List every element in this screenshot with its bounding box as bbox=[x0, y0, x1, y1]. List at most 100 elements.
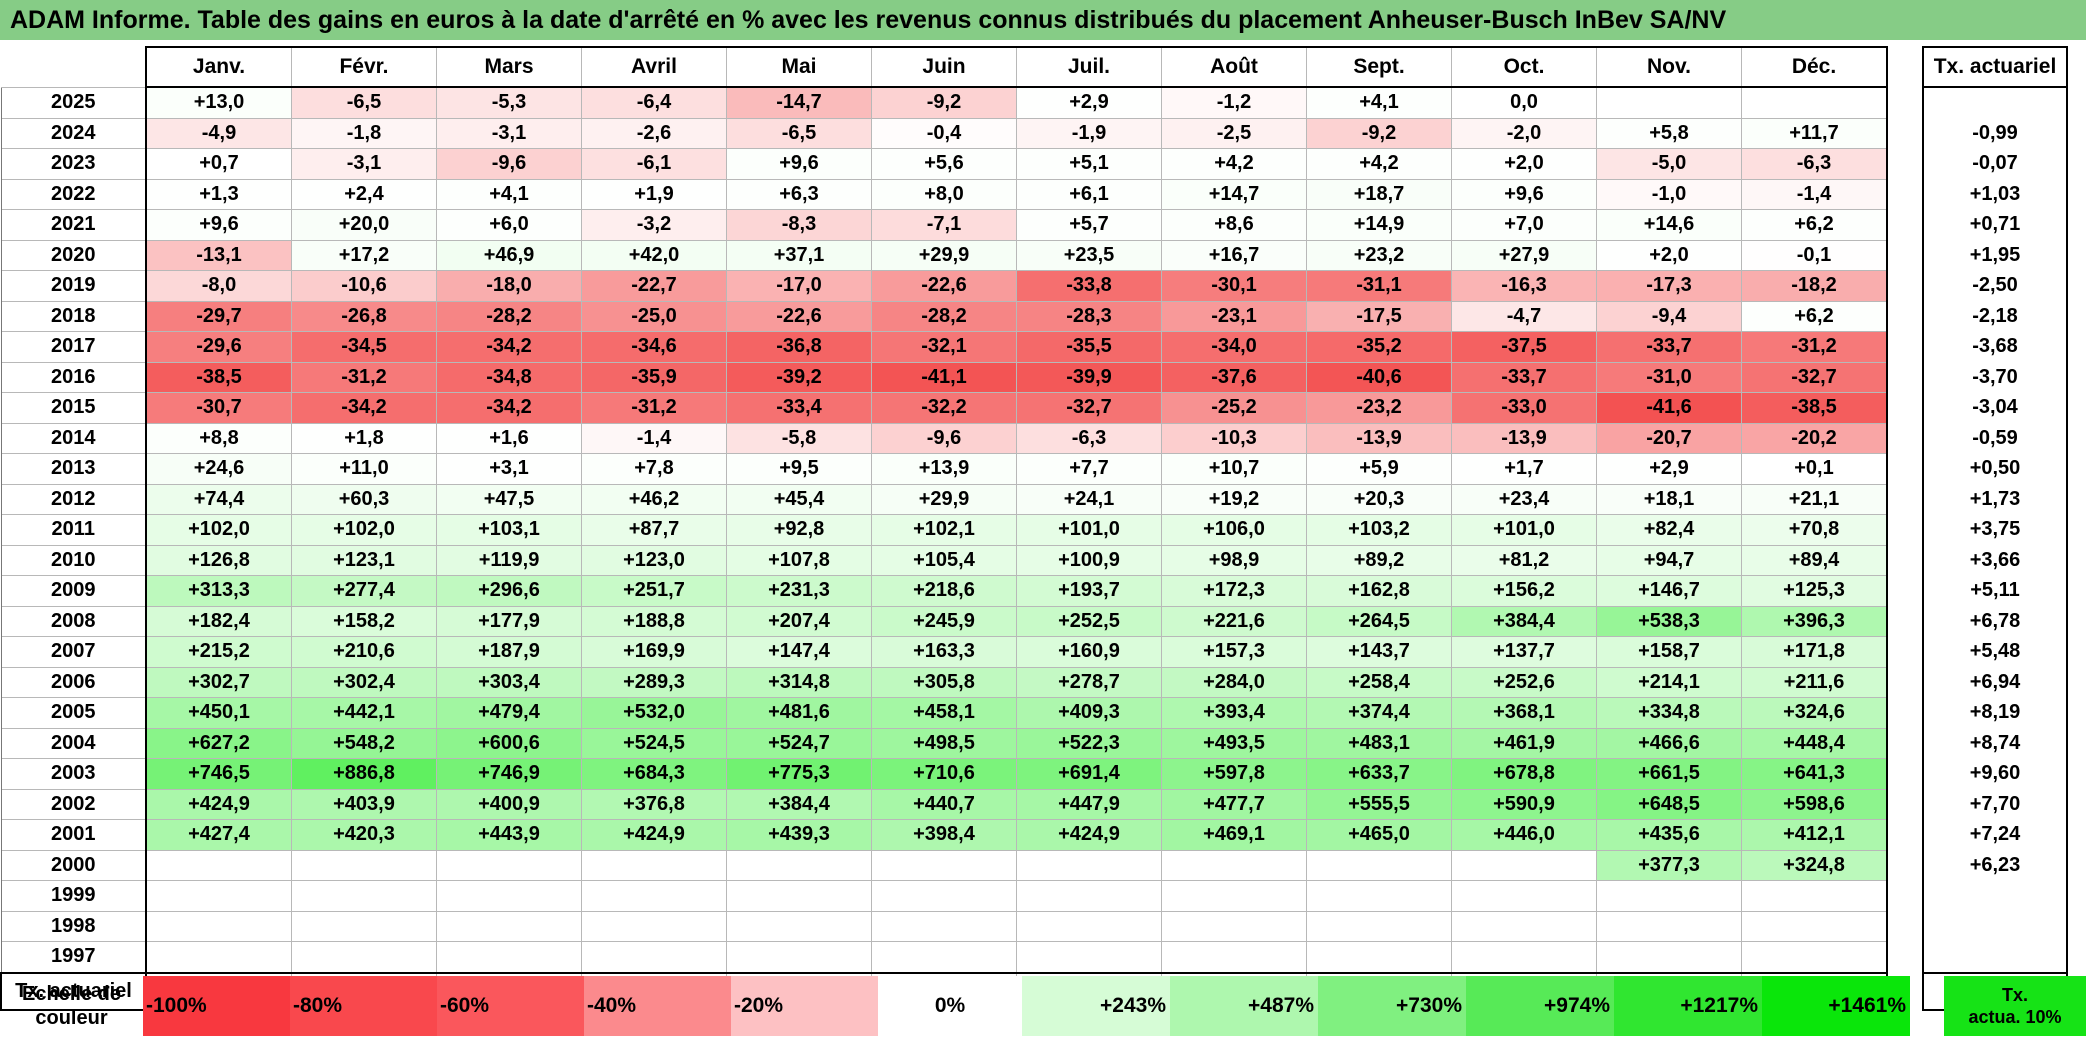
column-gap bbox=[1887, 454, 1923, 485]
value-cell: 0,0 bbox=[1451, 86, 1597, 118]
year-label: 2011 bbox=[0, 514, 146, 545]
value-cell bbox=[1161, 880, 1307, 911]
value-cell bbox=[871, 941, 1017, 973]
value-cell bbox=[1596, 910, 1742, 942]
value-cell: +289,3 bbox=[581, 666, 727, 698]
color-scale-label-line: couleur bbox=[35, 1007, 108, 1029]
table-row: 2015 -30,7 -34,2 -34,2 -31,2 -33,4 -32,2 -32,7-… bbox=[0, 392, 2068, 423]
value-cell bbox=[581, 880, 727, 911]
value-cell: -1,2 bbox=[1161, 86, 1307, 118]
value-cell: -2,0 bbox=[1451, 117, 1597, 149]
value-cell: +137,7 bbox=[1451, 636, 1597, 667]
value-cell: -32,2 bbox=[871, 392, 1017, 423]
value-cell: +9,5 bbox=[726, 453, 872, 484]
value-cell: +188,8 bbox=[581, 605, 727, 637]
value-cell: -2,6 bbox=[581, 117, 727, 149]
value-cell: -13,9 bbox=[1451, 422, 1597, 454]
value-cell: +466,6 bbox=[1596, 727, 1742, 759]
table-row: 1999 bbox=[0, 880, 2068, 912]
value-cell: +398,4 bbox=[871, 819, 1017, 850]
value-cell: +2,0 bbox=[1596, 239, 1742, 271]
value-cell: +46,9 bbox=[436, 239, 582, 271]
value-cell: -31,1 bbox=[1306, 270, 1452, 301]
tx-actuariel-cell: +8,19 bbox=[1922, 697, 2068, 728]
value-cell: -34,8 bbox=[436, 361, 582, 393]
year-label: 2021 bbox=[0, 209, 146, 240]
value-cell: -35,9 bbox=[581, 361, 727, 393]
table-row: 2018 -29,7 -26,8 -28,2 -25,0 -22,6 -28,2 -28,3-… bbox=[0, 300, 2068, 332]
tx-actuariel-cell: +3,66 bbox=[1922, 545, 2068, 576]
value-cell: -6,5 bbox=[291, 86, 437, 118]
value-cell: -35,2 bbox=[1306, 331, 1452, 362]
value-cell: +524,5 bbox=[581, 727, 727, 759]
value-cell: +0,7 bbox=[145, 148, 292, 179]
column-gap bbox=[1887, 881, 1923, 912]
header-row: Janv. Févr. Mars Avril Mai Juin Juil. Août Sept.… bbox=[1, 46, 2068, 88]
column-gap bbox=[1887, 179, 1923, 210]
tx-actuariel-cell: -3,68 bbox=[1922, 331, 2068, 362]
value-cell: -8,0 bbox=[145, 270, 292, 301]
value-cell: +215,2 bbox=[145, 636, 292, 667]
value-cell: +1,8 bbox=[291, 422, 437, 454]
value-cell: -17,0 bbox=[726, 270, 872, 301]
value-cell: -6,4 bbox=[581, 86, 727, 118]
tx-actuariel-cell: +7,70 bbox=[1922, 789, 2068, 820]
year-label: 1999 bbox=[0, 880, 146, 911]
color-scale-swatch: +1461% bbox=[1762, 976, 1910, 1036]
value-cell: -22,7 bbox=[581, 270, 727, 301]
value-cell: +522,3 bbox=[1016, 727, 1162, 759]
value-cell bbox=[1596, 86, 1742, 118]
value-cell: +89,2 bbox=[1306, 544, 1452, 576]
value-cell: +450,1 bbox=[145, 697, 292, 728]
value-cell: +400,9 bbox=[436, 788, 582, 820]
color-scale-swatch: +974% bbox=[1466, 976, 1614, 1036]
value-cell: -5,3 bbox=[436, 86, 582, 118]
value-cell: +376,8 bbox=[581, 788, 727, 820]
value-cell: +70,8 bbox=[1741, 514, 1888, 545]
month-header: Oct. bbox=[1451, 46, 1597, 88]
value-cell: +440,7 bbox=[871, 788, 1017, 820]
value-cell: +24,1 bbox=[1016, 483, 1162, 515]
value-cell: +157,3 bbox=[1161, 636, 1307, 667]
column-gap bbox=[1887, 210, 1923, 241]
tx-actuariel-cell bbox=[1922, 911, 2068, 942]
value-cell: +123,1 bbox=[291, 544, 437, 576]
value-cell bbox=[726, 910, 872, 942]
value-cell: -35,5 bbox=[1016, 331, 1162, 362]
value-cell: +1,6 bbox=[436, 422, 582, 454]
value-cell: -1,9 bbox=[1016, 117, 1162, 149]
value-cell: -39,2 bbox=[726, 361, 872, 393]
value-cell: -33,7 bbox=[1451, 361, 1597, 393]
value-cell: +187,9 bbox=[436, 636, 582, 667]
table-row: 2013 +24,6 +11,0 +3,1 +7,8 +9,5 +13,9 +7,7 +10,7… bbox=[0, 453, 2068, 485]
column-gap bbox=[1887, 515, 1923, 546]
value-cell: +442,1 bbox=[291, 697, 437, 728]
value-cell: +87,7 bbox=[581, 514, 727, 545]
value-cell: -32,7 bbox=[1741, 361, 1888, 393]
value-cell: +412,1 bbox=[1741, 819, 1888, 850]
value-cell bbox=[291, 941, 437, 973]
value-cell bbox=[1451, 880, 1597, 911]
value-cell: +2,9 bbox=[1596, 453, 1742, 484]
color-scale-tx-line: actua. 10% bbox=[1968, 1007, 2062, 1027]
value-cell: +251,7 bbox=[581, 575, 727, 606]
value-cell: +9,6 bbox=[145, 209, 292, 240]
value-cell: +477,7 bbox=[1161, 788, 1307, 820]
value-cell: +420,3 bbox=[291, 819, 437, 850]
value-cell bbox=[145, 880, 292, 911]
value-cell: -10,6 bbox=[291, 270, 437, 301]
value-cell: +102,0 bbox=[145, 514, 292, 545]
value-cell: -37,6 bbox=[1161, 361, 1307, 393]
column-gap bbox=[1887, 118, 1923, 149]
value-cell bbox=[871, 880, 1017, 911]
value-cell: -0,1 bbox=[1741, 239, 1888, 271]
tx-actuariel-cell bbox=[1922, 880, 2068, 911]
column-gap bbox=[1887, 759, 1923, 790]
value-cell: -40,6 bbox=[1306, 361, 1452, 393]
value-cell: +13,9 bbox=[871, 453, 1017, 484]
value-cell: +102,0 bbox=[291, 514, 437, 545]
month-header: Nov. bbox=[1596, 46, 1742, 88]
table-row: 2016 -38,5 -31,2 -34,8 -35,9 -39,2 -41,1 -39,9-… bbox=[0, 361, 2068, 393]
value-cell: -34,0 bbox=[1161, 331, 1307, 362]
value-cell bbox=[1016, 941, 1162, 973]
